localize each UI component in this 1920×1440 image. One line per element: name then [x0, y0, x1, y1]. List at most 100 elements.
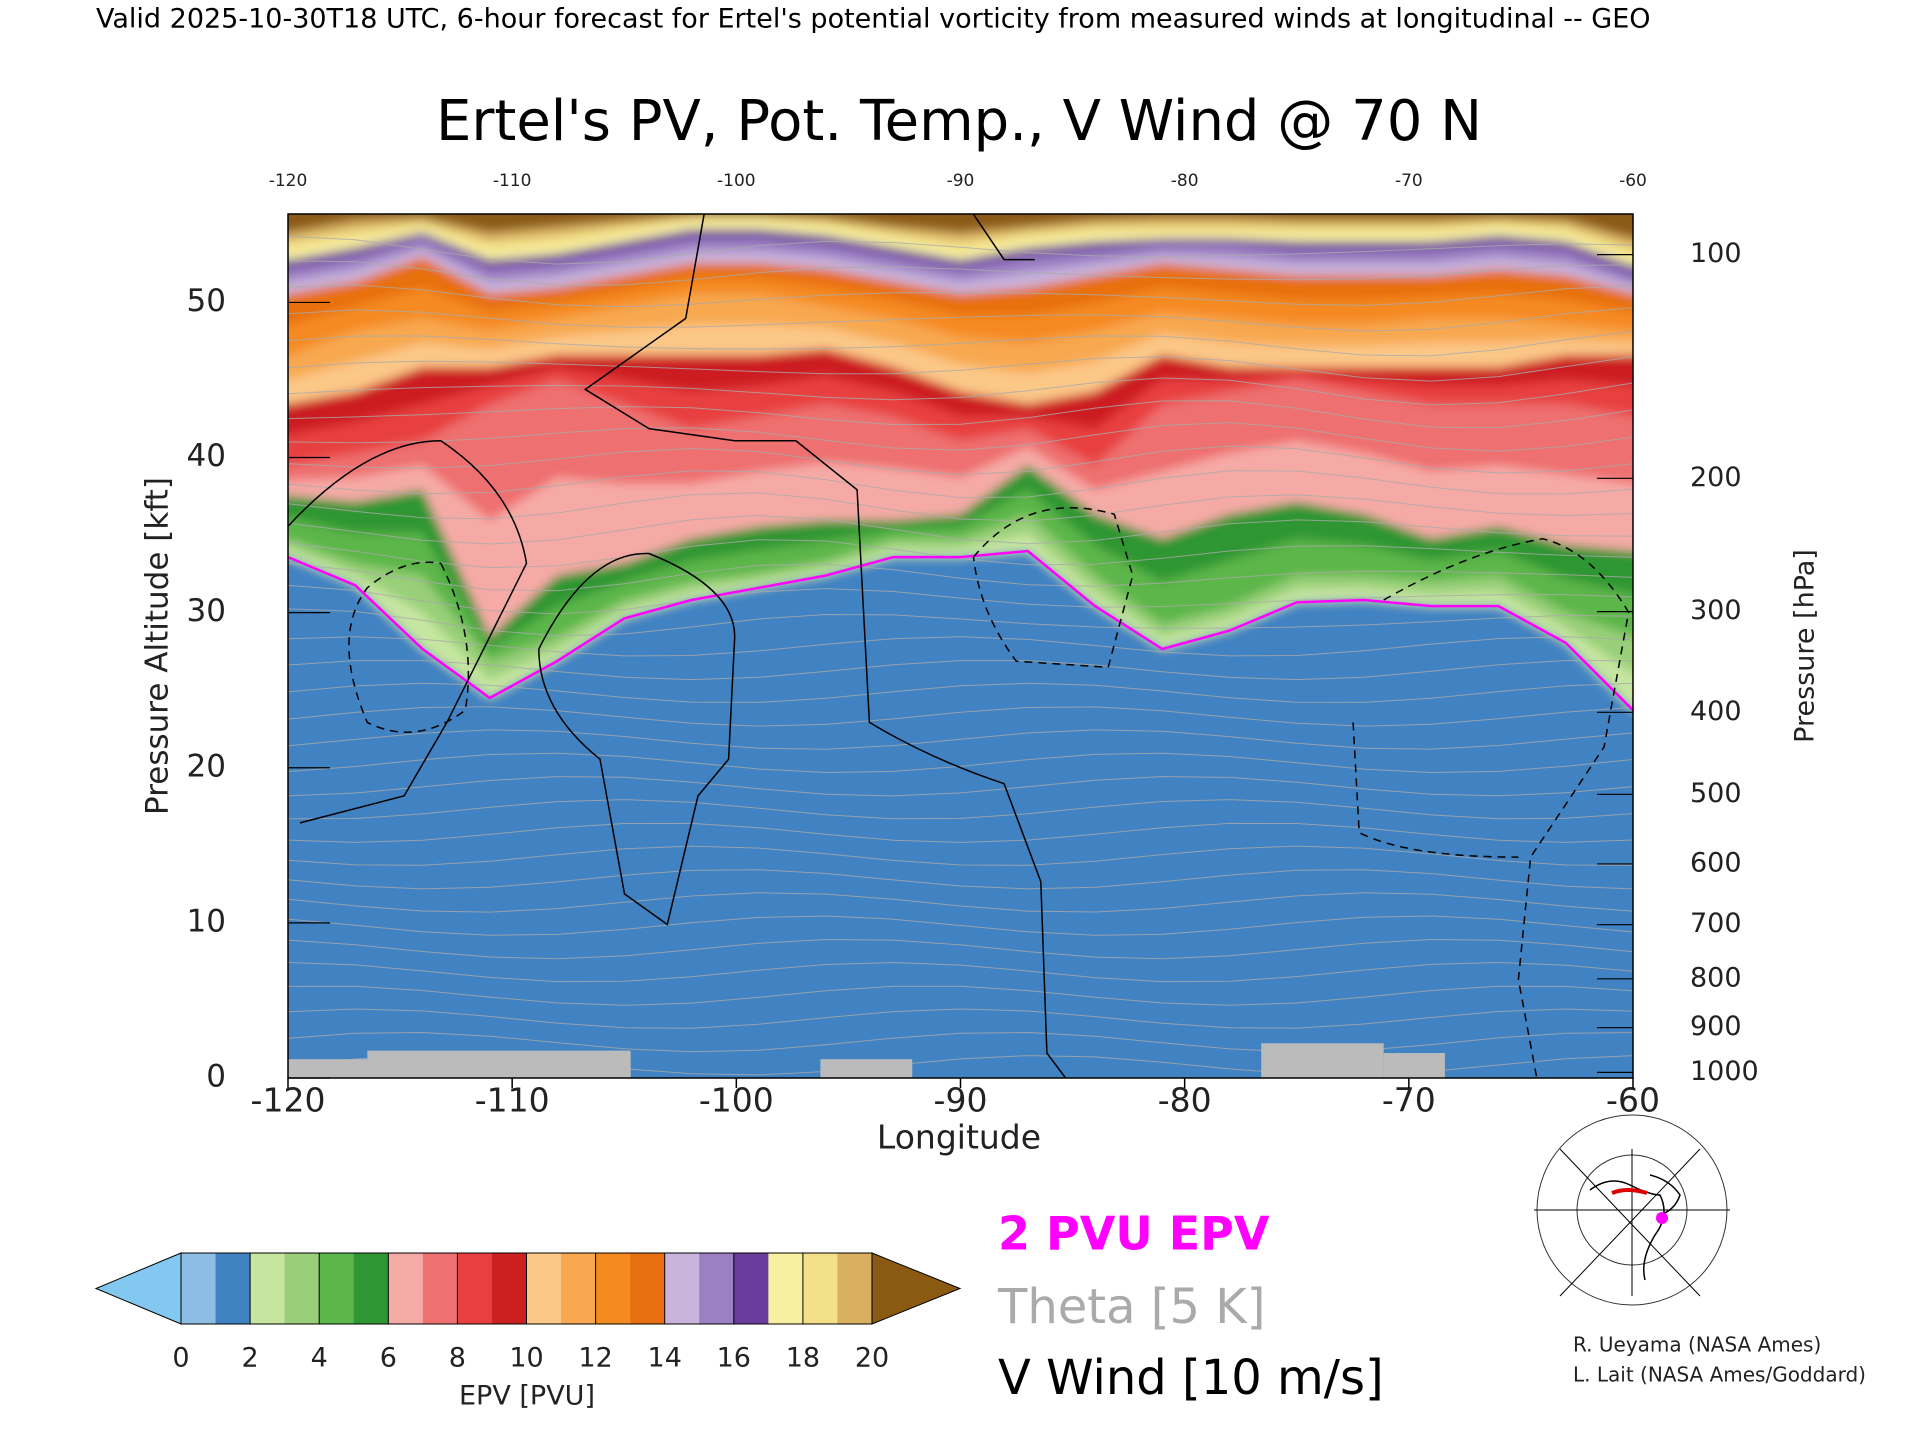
header: Valid 2025-10-30T18 UTC, 6-hour forecast… — [96, 4, 1651, 35]
theta-contour — [288, 307, 1633, 332]
credit: L. Lait (NASA Ames/Goddard) — [1573, 1363, 1866, 1387]
x-top-tick-label: -110 — [493, 171, 532, 191]
ground — [1383, 1053, 1445, 1078]
legend-entry: V Wind [10 m/s] — [998, 1350, 1384, 1406]
y-tick-label: 30 — [187, 593, 226, 629]
pv-band — [288, 214, 1633, 230]
x-axis-label: Longitude — [877, 1118, 1041, 1157]
y2-axis-label: Pressure [hPa] — [1790, 549, 1821, 743]
colorbar-cell — [457, 1253, 493, 1324]
colorbar-tick-label: 20 — [855, 1343, 889, 1374]
colorbar-cell — [353, 1253, 389, 1324]
theta-contour — [288, 400, 1633, 429]
wind-contour — [583, 214, 1066, 1078]
colorbar-cell — [837, 1253, 873, 1324]
theta-contour — [288, 659, 1633, 681]
credit: R. Ueyama (NASA Ames) — [1573, 1333, 1821, 1357]
theta-contour — [288, 331, 1633, 357]
colorbar-cell — [733, 1253, 769, 1324]
wind-contour — [972, 214, 1035, 261]
colorbar-cell — [802, 1253, 838, 1324]
field — [288, 214, 1633, 1078]
theta-contour — [288, 514, 1633, 545]
colorbar-cell — [250, 1253, 286, 1324]
theta-contour — [288, 706, 1633, 727]
colorbar-tick-label: 4 — [311, 1343, 328, 1374]
ground — [820, 1059, 913, 1078]
y2-tick-label: 200 — [1690, 462, 1742, 493]
chart-title: Ertel's PV, Pot. Temp., V Wind @ 70 N — [436, 89, 1482, 154]
colorbar-cell — [319, 1253, 355, 1324]
colorbar-tick-label: 12 — [578, 1343, 612, 1374]
colorbar-cell — [284, 1253, 320, 1324]
colorbar-over — [871, 1252, 962, 1325]
y2-tick-label: 1000 — [1690, 1056, 1759, 1087]
y2-tick-label: 900 — [1690, 1011, 1742, 1042]
colorbar-cell — [422, 1253, 458, 1324]
theta-contour — [288, 445, 1633, 476]
theta-contour — [288, 584, 1633, 615]
theta-contour — [288, 752, 1633, 774]
y-tick-label: 40 — [187, 438, 226, 474]
pv-bands — [288, 214, 1633, 1078]
colorbar-cell — [664, 1253, 700, 1324]
theta-contour — [288, 915, 1633, 936]
y2-tick-label: 100 — [1690, 238, 1742, 269]
y-tick-label: 10 — [187, 903, 226, 939]
colorbar-cell — [215, 1253, 251, 1324]
theta-contour — [288, 377, 1633, 406]
ground — [367, 1050, 631, 1078]
ground — [1261, 1043, 1384, 1078]
x-top-tick-label: -60 — [1619, 171, 1647, 191]
locator-map — [1534, 1114, 1730, 1306]
y2-tick-label: 700 — [1690, 908, 1742, 939]
theta-contour — [288, 845, 1633, 866]
theta-contour — [288, 985, 1633, 1006]
y2-tick-label: 600 — [1690, 847, 1742, 878]
theta-contour — [288, 938, 1633, 960]
pv-band — [288, 214, 1633, 239]
theta-contour — [288, 892, 1633, 913]
colorbar-tick-label: 16 — [717, 1343, 751, 1374]
colorbar-cell — [630, 1253, 666, 1324]
x-top-tick-label: -80 — [1171, 171, 1199, 191]
theta-contour — [288, 869, 1633, 890]
theta-contour — [288, 1031, 1633, 1053]
theta-contour — [288, 1008, 1633, 1029]
y2-tick-label: 800 — [1690, 962, 1742, 993]
theta-contour — [288, 822, 1633, 843]
contour-lines — [288, 214, 1633, 1078]
colorbar-cell — [595, 1253, 631, 1324]
colorbar-tick-label: 6 — [380, 1343, 397, 1374]
pv-2-contour — [288, 549, 1633, 712]
x-top-tick-label: -90 — [947, 171, 975, 191]
colorbar-tick-label: 0 — [172, 1343, 189, 1374]
theta-contour — [288, 636, 1633, 657]
theta-contour — [288, 563, 1633, 592]
legend-entry: Theta [5 K] — [997, 1279, 1266, 1335]
x-top-tick-label: -120 — [269, 171, 308, 191]
y-tick-label: 50 — [187, 283, 226, 319]
y-axis-label: Pressure Altitude [kft] — [140, 477, 176, 815]
colorbar-label: EPV [PVU] — [459, 1381, 595, 1412]
wind-contour — [1352, 538, 1630, 1078]
colorbar: 0 2 4 6 8 10 12 14 16 18 20 — [94, 1252, 962, 1374]
colorbar-cell — [526, 1253, 562, 1324]
y-tick-label: 0 — [206, 1059, 226, 1095]
theta-contour — [288, 608, 1633, 637]
theta-contour — [288, 799, 1633, 820]
theta-contour — [288, 356, 1633, 382]
theta-contour — [288, 284, 1633, 308]
colorbar-cell — [491, 1253, 527, 1324]
wind-contour — [288, 440, 528, 824]
colorbar-tick-label: 18 — [786, 1343, 820, 1374]
theta-contour — [288, 470, 1633, 499]
colorbar-cell — [699, 1253, 735, 1324]
legend-entry: 2 PVU EPV — [998, 1207, 1270, 1261]
y2-tick-label: 300 — [1690, 595, 1742, 626]
theta-contour — [288, 235, 1633, 265]
wind-contour — [348, 561, 470, 733]
theta-contour — [288, 422, 1633, 452]
x-top-tick-label: -100 — [717, 171, 756, 191]
